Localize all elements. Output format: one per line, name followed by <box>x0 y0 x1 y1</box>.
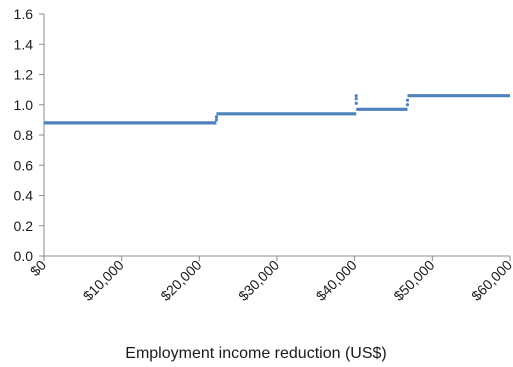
y-tick-label: 1.0 <box>14 97 34 113</box>
x-tick-label: $10,000 <box>80 257 127 304</box>
series-transition-point <box>354 94 358 98</box>
x-tick-label: $30,000 <box>235 257 282 304</box>
series-transition-point <box>405 103 410 107</box>
chart-axes <box>39 13 511 261</box>
x-tick-label: $50,000 <box>390 257 437 304</box>
chart-series <box>44 94 510 125</box>
y-tick-label: 1.4 <box>14 36 34 52</box>
x-tick-label: $20,000 <box>157 257 204 304</box>
series-transition-point <box>354 97 358 101</box>
y-tick-label: 0.6 <box>14 157 34 173</box>
x-axis-title: Employment income reduction (US$) <box>125 345 386 362</box>
series-transition-point <box>354 101 358 105</box>
y-tick-label: 1.6 <box>14 6 34 22</box>
series-transition-point <box>214 118 219 122</box>
y-tick-label: 0.8 <box>14 127 34 143</box>
y-tick-label: 0.2 <box>14 218 34 234</box>
x-tick-label: $60,000 <box>468 257 513 304</box>
x-tick-label: $40,000 <box>313 257 360 304</box>
series-transition-point <box>214 115 219 119</box>
y-tick-label: 0.0 <box>14 248 34 264</box>
y-tick-label: 0.4 <box>14 188 34 204</box>
series-transition-point <box>405 98 410 102</box>
x-axis-tick-labels: $0 $10,000 $20,000 $30,000 $40,000 $50,000 $60… <box>27 257 513 304</box>
y-tick-label: 1.2 <box>14 67 34 83</box>
y-axis-tick-labels: 0.0 0.2 0.4 0.6 0.8 1.0 1.2 1.4 1.6 <box>14 6 34 264</box>
